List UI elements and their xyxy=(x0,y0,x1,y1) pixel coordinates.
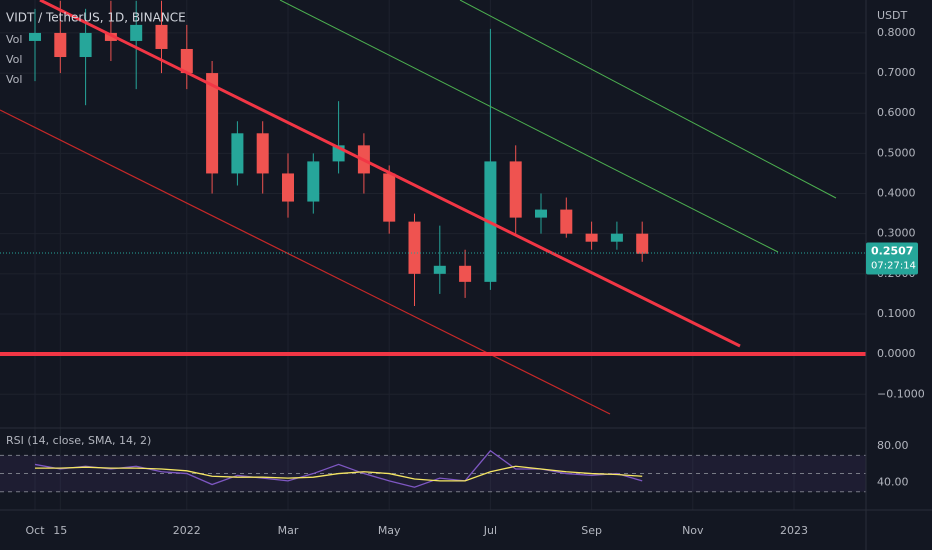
candle-body xyxy=(54,32,67,58)
x-tick-label: May xyxy=(378,524,401,537)
marks xyxy=(29,0,649,488)
indicator-label: Vol xyxy=(6,33,22,46)
candle-body xyxy=(282,173,294,202)
x-tick-label: Sep xyxy=(581,524,602,537)
x-tick-label: Oct xyxy=(25,524,45,537)
y-tick-label: 0.1000 xyxy=(877,307,916,320)
candle-body xyxy=(206,73,219,174)
trend-line xyxy=(0,109,611,415)
y-tick-label: −0.1000 xyxy=(877,387,925,400)
y-tick-label: 0.4000 xyxy=(877,187,916,200)
axis: −0.10000.00000.10000.20000.30000.40000.5… xyxy=(25,26,924,537)
indicator-label: Vol xyxy=(6,73,22,86)
y-tick-label: 80.00 xyxy=(877,439,909,452)
candle-body xyxy=(256,133,269,174)
x-tick-label: Jul xyxy=(483,524,497,537)
y-tick-label: 40.00 xyxy=(877,476,909,489)
candle-body xyxy=(180,48,193,74)
chart-title: VIDT / TetherUS, 1D, BINANCE xyxy=(6,11,186,25)
y-tick-label: 0.6000 xyxy=(877,106,916,119)
candle-body xyxy=(29,32,41,41)
y-tick-label: 0.8000 xyxy=(877,26,916,39)
x-tick-label: Mar xyxy=(278,524,299,537)
trend-line xyxy=(459,0,837,199)
price-badge xyxy=(866,242,918,275)
candle-body xyxy=(231,133,244,174)
trend-line xyxy=(39,0,741,348)
x-tick-label: Nov xyxy=(682,524,704,537)
rsi-line xyxy=(35,465,643,482)
price-label: 0.2507 xyxy=(871,244,913,257)
candle-body xyxy=(307,161,320,202)
candle-body xyxy=(610,233,623,242)
x-tick-label: 15 xyxy=(53,524,67,537)
candle-body xyxy=(155,24,168,49)
indicator-label: Vol xyxy=(6,53,22,66)
grid xyxy=(0,0,866,510)
currency-label: USDT xyxy=(877,9,908,22)
candle-body xyxy=(535,209,547,218)
rsi-title: RSI (14, close, SMA, 14, 2) xyxy=(6,434,151,447)
x-tick-label: 2023 xyxy=(780,524,808,537)
y-tick-label: 0.7000 xyxy=(877,66,916,79)
candle-body xyxy=(383,173,396,222)
candle-body xyxy=(459,265,472,282)
countdown-label: 07:27:14 xyxy=(871,260,916,271)
candle-body xyxy=(408,221,421,274)
trend-line xyxy=(279,0,779,253)
candle-body xyxy=(433,265,446,274)
candle-body xyxy=(509,161,522,218)
candle-body xyxy=(104,32,117,41)
y-tick-label: 0.0000 xyxy=(877,347,916,360)
candle-body xyxy=(636,233,649,254)
candle-body xyxy=(130,24,143,41)
x-tick-label: 2022 xyxy=(173,524,201,537)
candle-body xyxy=(585,233,598,242)
candle-body xyxy=(79,32,92,58)
y-tick-label: 0.3000 xyxy=(877,227,916,240)
candle-body xyxy=(560,209,573,234)
y-tick-label: 0.5000 xyxy=(877,146,916,159)
